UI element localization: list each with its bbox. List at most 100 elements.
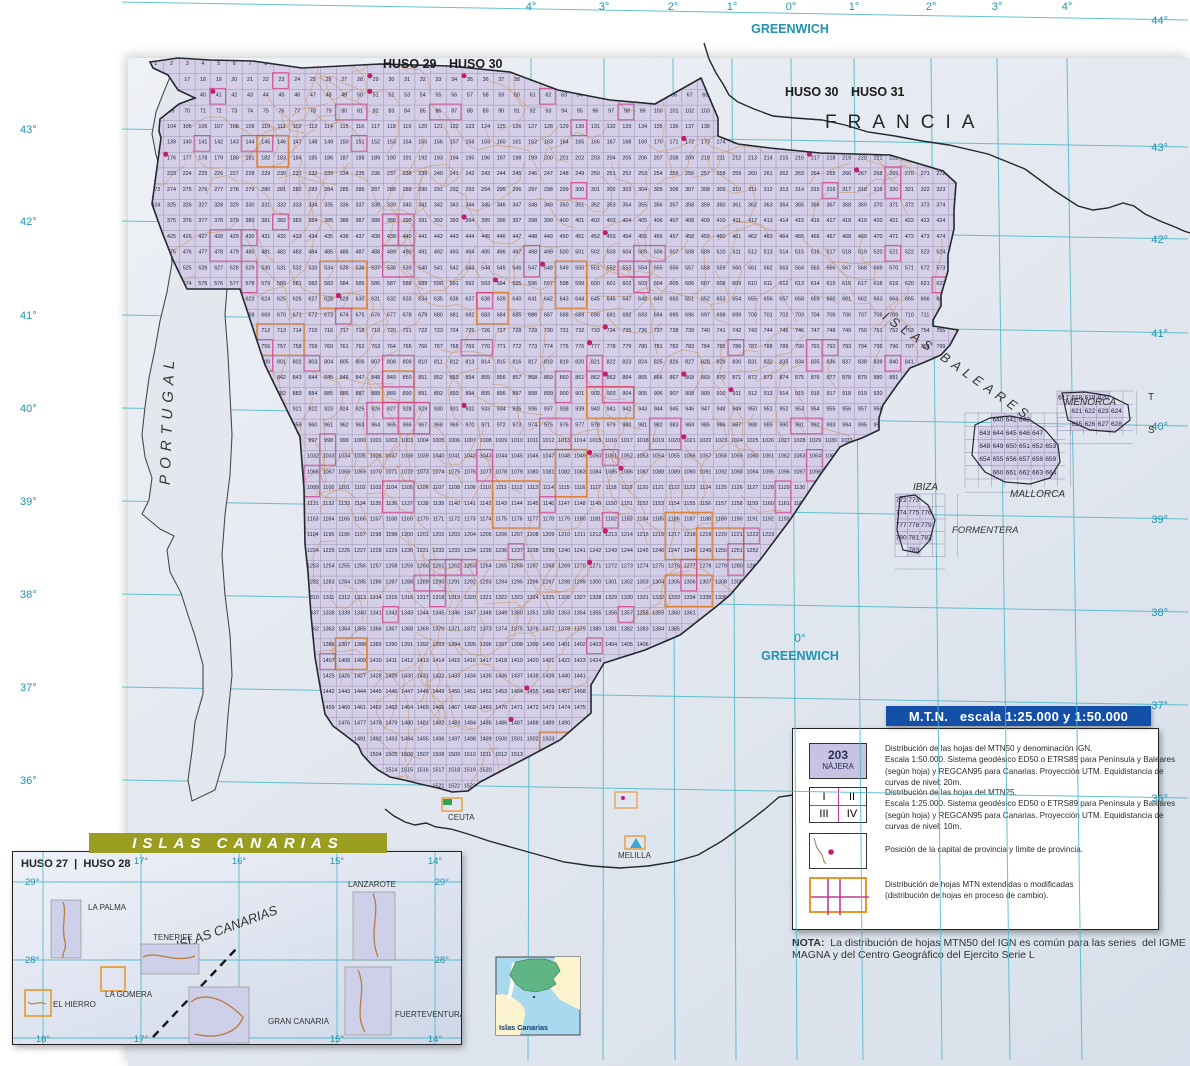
- svg-text:1078: 1078: [495, 469, 507, 475]
- svg-text:112: 112: [293, 124, 302, 130]
- svg-text:1154: 1154: [668, 501, 680, 507]
- svg-text:450: 450: [560, 234, 569, 240]
- svg-text:1088: 1088: [652, 469, 664, 475]
- svg-text:1444: 1444: [354, 689, 366, 695]
- svg-text:570: 570: [889, 265, 898, 271]
- svg-text:726: 726: [481, 328, 490, 334]
- svg-text:1167: 1167: [370, 517, 382, 523]
- svg-text:350: 350: [560, 203, 569, 209]
- svg-text:1191: 1191: [747, 517, 759, 523]
- svg-text:809: 809: [403, 360, 412, 366]
- svg-text:779: 779: [921, 522, 932, 529]
- svg-text:1084: 1084: [589, 469, 601, 475]
- svg-text:1491: 1491: [354, 736, 366, 742]
- svg-text:462: 462: [748, 234, 757, 240]
- svg-text:3°: 3°: [992, 1, 1003, 13]
- svg-text:48: 48: [326, 93, 332, 99]
- svg-text:466: 466: [811, 234, 820, 240]
- svg-text:889: 889: [387, 391, 396, 397]
- svg-text:37: 37: [498, 77, 504, 83]
- svg-text:29: 29: [373, 77, 379, 83]
- svg-text:1338: 1338: [323, 611, 335, 617]
- svg-text:1037: 1037: [385, 454, 397, 460]
- svg-text:737: 737: [654, 328, 663, 334]
- svg-text:269: 269: [889, 171, 898, 177]
- svg-text:672: 672: [308, 312, 317, 318]
- svg-text:369: 369: [858, 203, 867, 209]
- svg-text:1033: 1033: [323, 454, 335, 460]
- svg-text:928: 928: [403, 407, 412, 413]
- svg-text:597: 597: [544, 281, 553, 287]
- svg-text:981: 981: [638, 422, 647, 428]
- svg-text:280: 280: [261, 187, 270, 193]
- svg-text:825: 825: [654, 360, 663, 366]
- svg-text:743: 743: [748, 328, 757, 334]
- svg-text:686: 686: [528, 312, 537, 318]
- svg-text:103: 103: [701, 108, 710, 114]
- svg-text:151: 151: [356, 140, 365, 146]
- svg-text:487: 487: [356, 250, 365, 256]
- svg-text:429: 429: [230, 234, 239, 240]
- svg-text:1196: 1196: [338, 532, 350, 538]
- svg-text:3: 3: [186, 61, 189, 67]
- svg-text:452: 452: [591, 234, 600, 240]
- svg-text:924: 924: [340, 407, 349, 413]
- svg-text:777: 777: [591, 344, 600, 350]
- svg-text:467: 467: [827, 234, 836, 240]
- svg-text:1439: 1439: [542, 674, 554, 680]
- svg-text:702: 702: [779, 312, 788, 318]
- svg-text:1384: 1384: [652, 626, 664, 632]
- svg-text:1202: 1202: [432, 532, 444, 538]
- svg-text:220: 220: [858, 155, 867, 161]
- svg-text:1046: 1046: [527, 454, 539, 460]
- svg-text:214: 214: [764, 155, 773, 161]
- svg-text:1134: 1134: [354, 501, 366, 507]
- svg-text:1390: 1390: [385, 642, 397, 648]
- svg-text:1389: 1389: [370, 642, 382, 648]
- svg-text:1170: 1170: [417, 517, 429, 523]
- svg-text:98: 98: [624, 108, 630, 114]
- svg-text:501: 501: [575, 250, 584, 256]
- svg-text:1504: 1504: [370, 752, 382, 758]
- svg-text:654: 654: [979, 456, 990, 463]
- svg-text:1495: 1495: [417, 736, 429, 742]
- svg-text:1261: 1261: [432, 564, 444, 570]
- svg-text:1307: 1307: [699, 579, 711, 585]
- svg-text:1451: 1451: [464, 689, 476, 695]
- svg-text:632: 632: [387, 297, 396, 303]
- svg-text:1022: 1022: [699, 438, 711, 444]
- svg-text:1368: 1368: [401, 626, 413, 632]
- svg-text:677: 677: [387, 312, 396, 318]
- svg-text:1124: 1124: [700, 485, 712, 491]
- svg-text:922: 922: [308, 407, 317, 413]
- svg-text:750: 750: [858, 328, 867, 334]
- svg-text:329: 329: [230, 203, 239, 209]
- svg-text:1396: 1396: [480, 642, 492, 648]
- svg-text:252: 252: [622, 171, 631, 177]
- svg-text:294: 294: [481, 187, 490, 193]
- svg-text:573: 573: [936, 265, 945, 271]
- svg-text:267: 267: [858, 171, 867, 177]
- svg-text:779: 779: [622, 344, 631, 350]
- svg-text:379: 379: [230, 218, 239, 224]
- svg-text:84: 84: [404, 108, 410, 114]
- svg-text:983: 983: [670, 422, 679, 428]
- svg-text:345: 345: [481, 203, 490, 209]
- svg-text:1325: 1325: [542, 595, 554, 601]
- svg-text:518: 518: [842, 250, 851, 256]
- svg-text:826: 826: [670, 360, 679, 366]
- svg-text:1511: 1511: [480, 752, 492, 758]
- svg-text:40: 40: [200, 93, 206, 99]
- svg-text:440: 440: [403, 234, 412, 240]
- svg-text:297: 297: [528, 187, 537, 193]
- svg-text:404: 404: [622, 218, 631, 224]
- svg-text:78: 78: [310, 108, 316, 114]
- svg-text:1118: 1118: [605, 485, 616, 491]
- svg-text:980: 980: [622, 422, 631, 428]
- svg-text:1443: 1443: [338, 689, 350, 695]
- svg-text:1108: 1108: [448, 485, 460, 491]
- svg-text:1497: 1497: [448, 736, 460, 742]
- svg-text:1220: 1220: [715, 532, 727, 538]
- svg-text:1240: 1240: [558, 548, 570, 554]
- svg-text:50: 50: [357, 93, 363, 99]
